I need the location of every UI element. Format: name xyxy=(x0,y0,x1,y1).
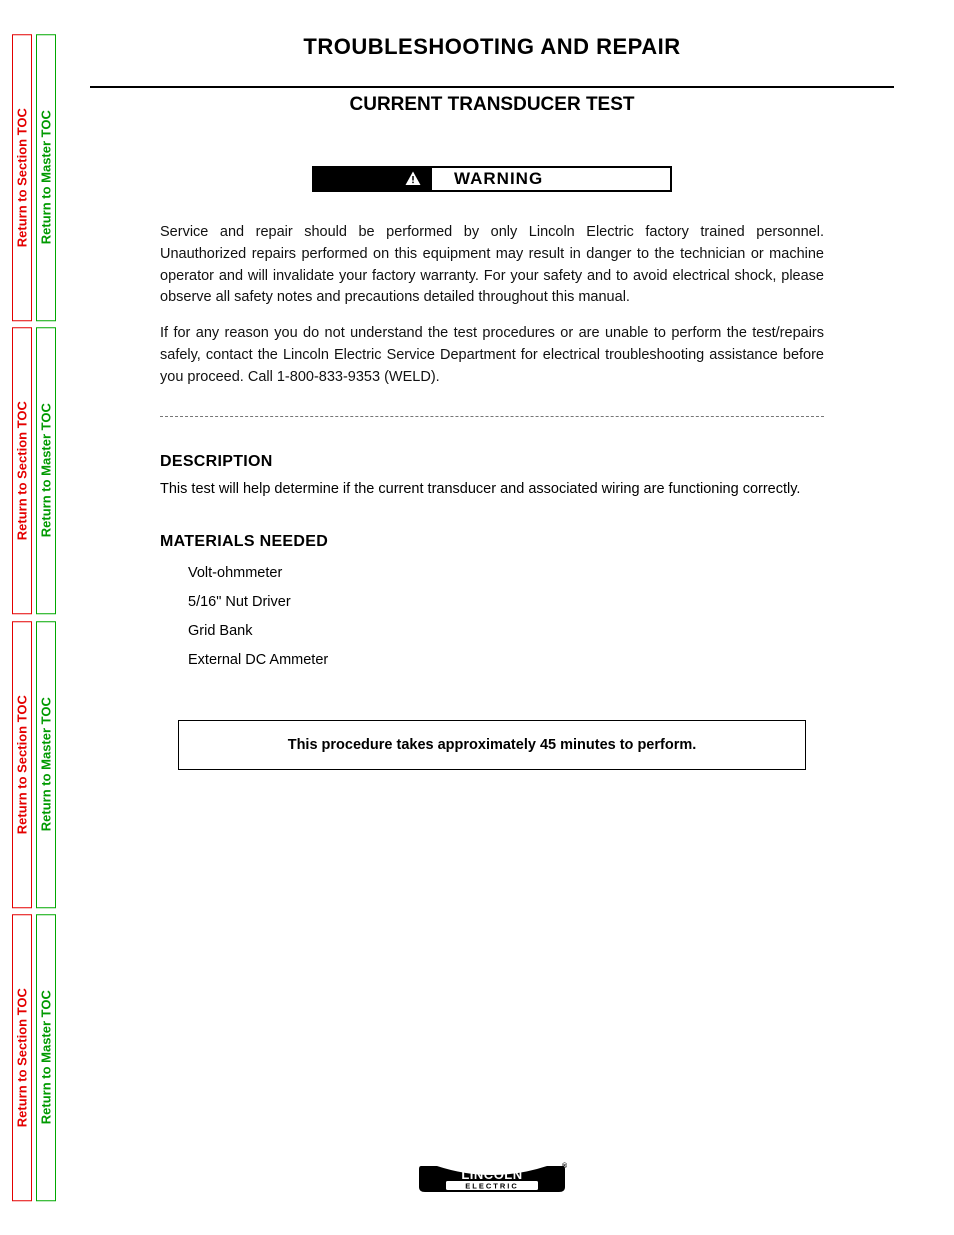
title-rule xyxy=(90,86,894,88)
page-main-title: TROUBLESHOOTING AND REPAIR xyxy=(90,34,894,60)
warning-label: WARNING xyxy=(432,166,672,192)
materials-item: Volt-ohmmeter xyxy=(188,559,824,588)
return-master-toc-link[interactable]: Return to Master TOC xyxy=(36,34,56,321)
return-master-toc-link[interactable]: Return to Master TOC xyxy=(36,327,56,614)
logo-top-text: LINCOLN xyxy=(461,1167,522,1182)
warning-banner: WARNING xyxy=(312,166,672,192)
materials-item: Grid Bank xyxy=(188,617,824,646)
content-block: Service and repair should be performed b… xyxy=(90,222,894,770)
logo-bottom-text: ELECTRIC xyxy=(465,1182,519,1191)
footer-logo: LINCOLN ELECTRIC ® xyxy=(90,1159,894,1199)
return-section-toc-link[interactable]: Return to Section TOC xyxy=(12,914,32,1201)
side-navigation: Return to Section TOC Return to Section … xyxy=(12,34,60,1201)
return-section-toc-link[interactable]: Return to Section TOC xyxy=(12,621,32,908)
description-text: This test will help determine if the cur… xyxy=(160,479,824,501)
return-master-toc-link[interactable]: Return to Master TOC xyxy=(36,914,56,1201)
return-master-toc-link[interactable]: Return to Master TOC xyxy=(36,621,56,908)
page-content: TROUBLESHOOTING AND REPAIR CURRENT TRANS… xyxy=(90,34,894,1201)
procedure-time-note: This procedure takes approximately 45 mi… xyxy=(178,720,806,770)
page-sub-title: CURRENT TRANSDUCER TEST xyxy=(90,94,894,116)
description-heading: DESCRIPTION xyxy=(160,453,824,471)
warning-paragraph-2: If for any reason you do not understand … xyxy=(160,323,824,388)
materials-item: External DC Ammeter xyxy=(188,646,824,675)
dashed-separator xyxy=(160,416,824,417)
warning-icon-block xyxy=(312,166,432,192)
lincoln-electric-logo: LINCOLN ELECTRIC ® xyxy=(417,1159,567,1199)
return-section-toc-link[interactable]: Return to Section TOC xyxy=(12,327,32,614)
materials-heading: MATERIALS NEEDED xyxy=(160,533,824,551)
return-section-toc-link[interactable]: Return to Section TOC xyxy=(12,34,32,321)
materials-item: 5/16" Nut Driver xyxy=(188,588,824,617)
master-toc-column: Return to Master TOC Return to Master TO… xyxy=(36,34,56,1201)
section-toc-column: Return to Section TOC Return to Section … xyxy=(12,34,32,1201)
warning-paragraph-1: Service and repair should be performed b… xyxy=(160,222,824,309)
warning-triangle-icon xyxy=(404,170,422,188)
registered-mark: ® xyxy=(562,1162,567,1170)
materials-list: Volt-ohmmeter 5/16" Nut Driver Grid Bank… xyxy=(160,559,824,675)
